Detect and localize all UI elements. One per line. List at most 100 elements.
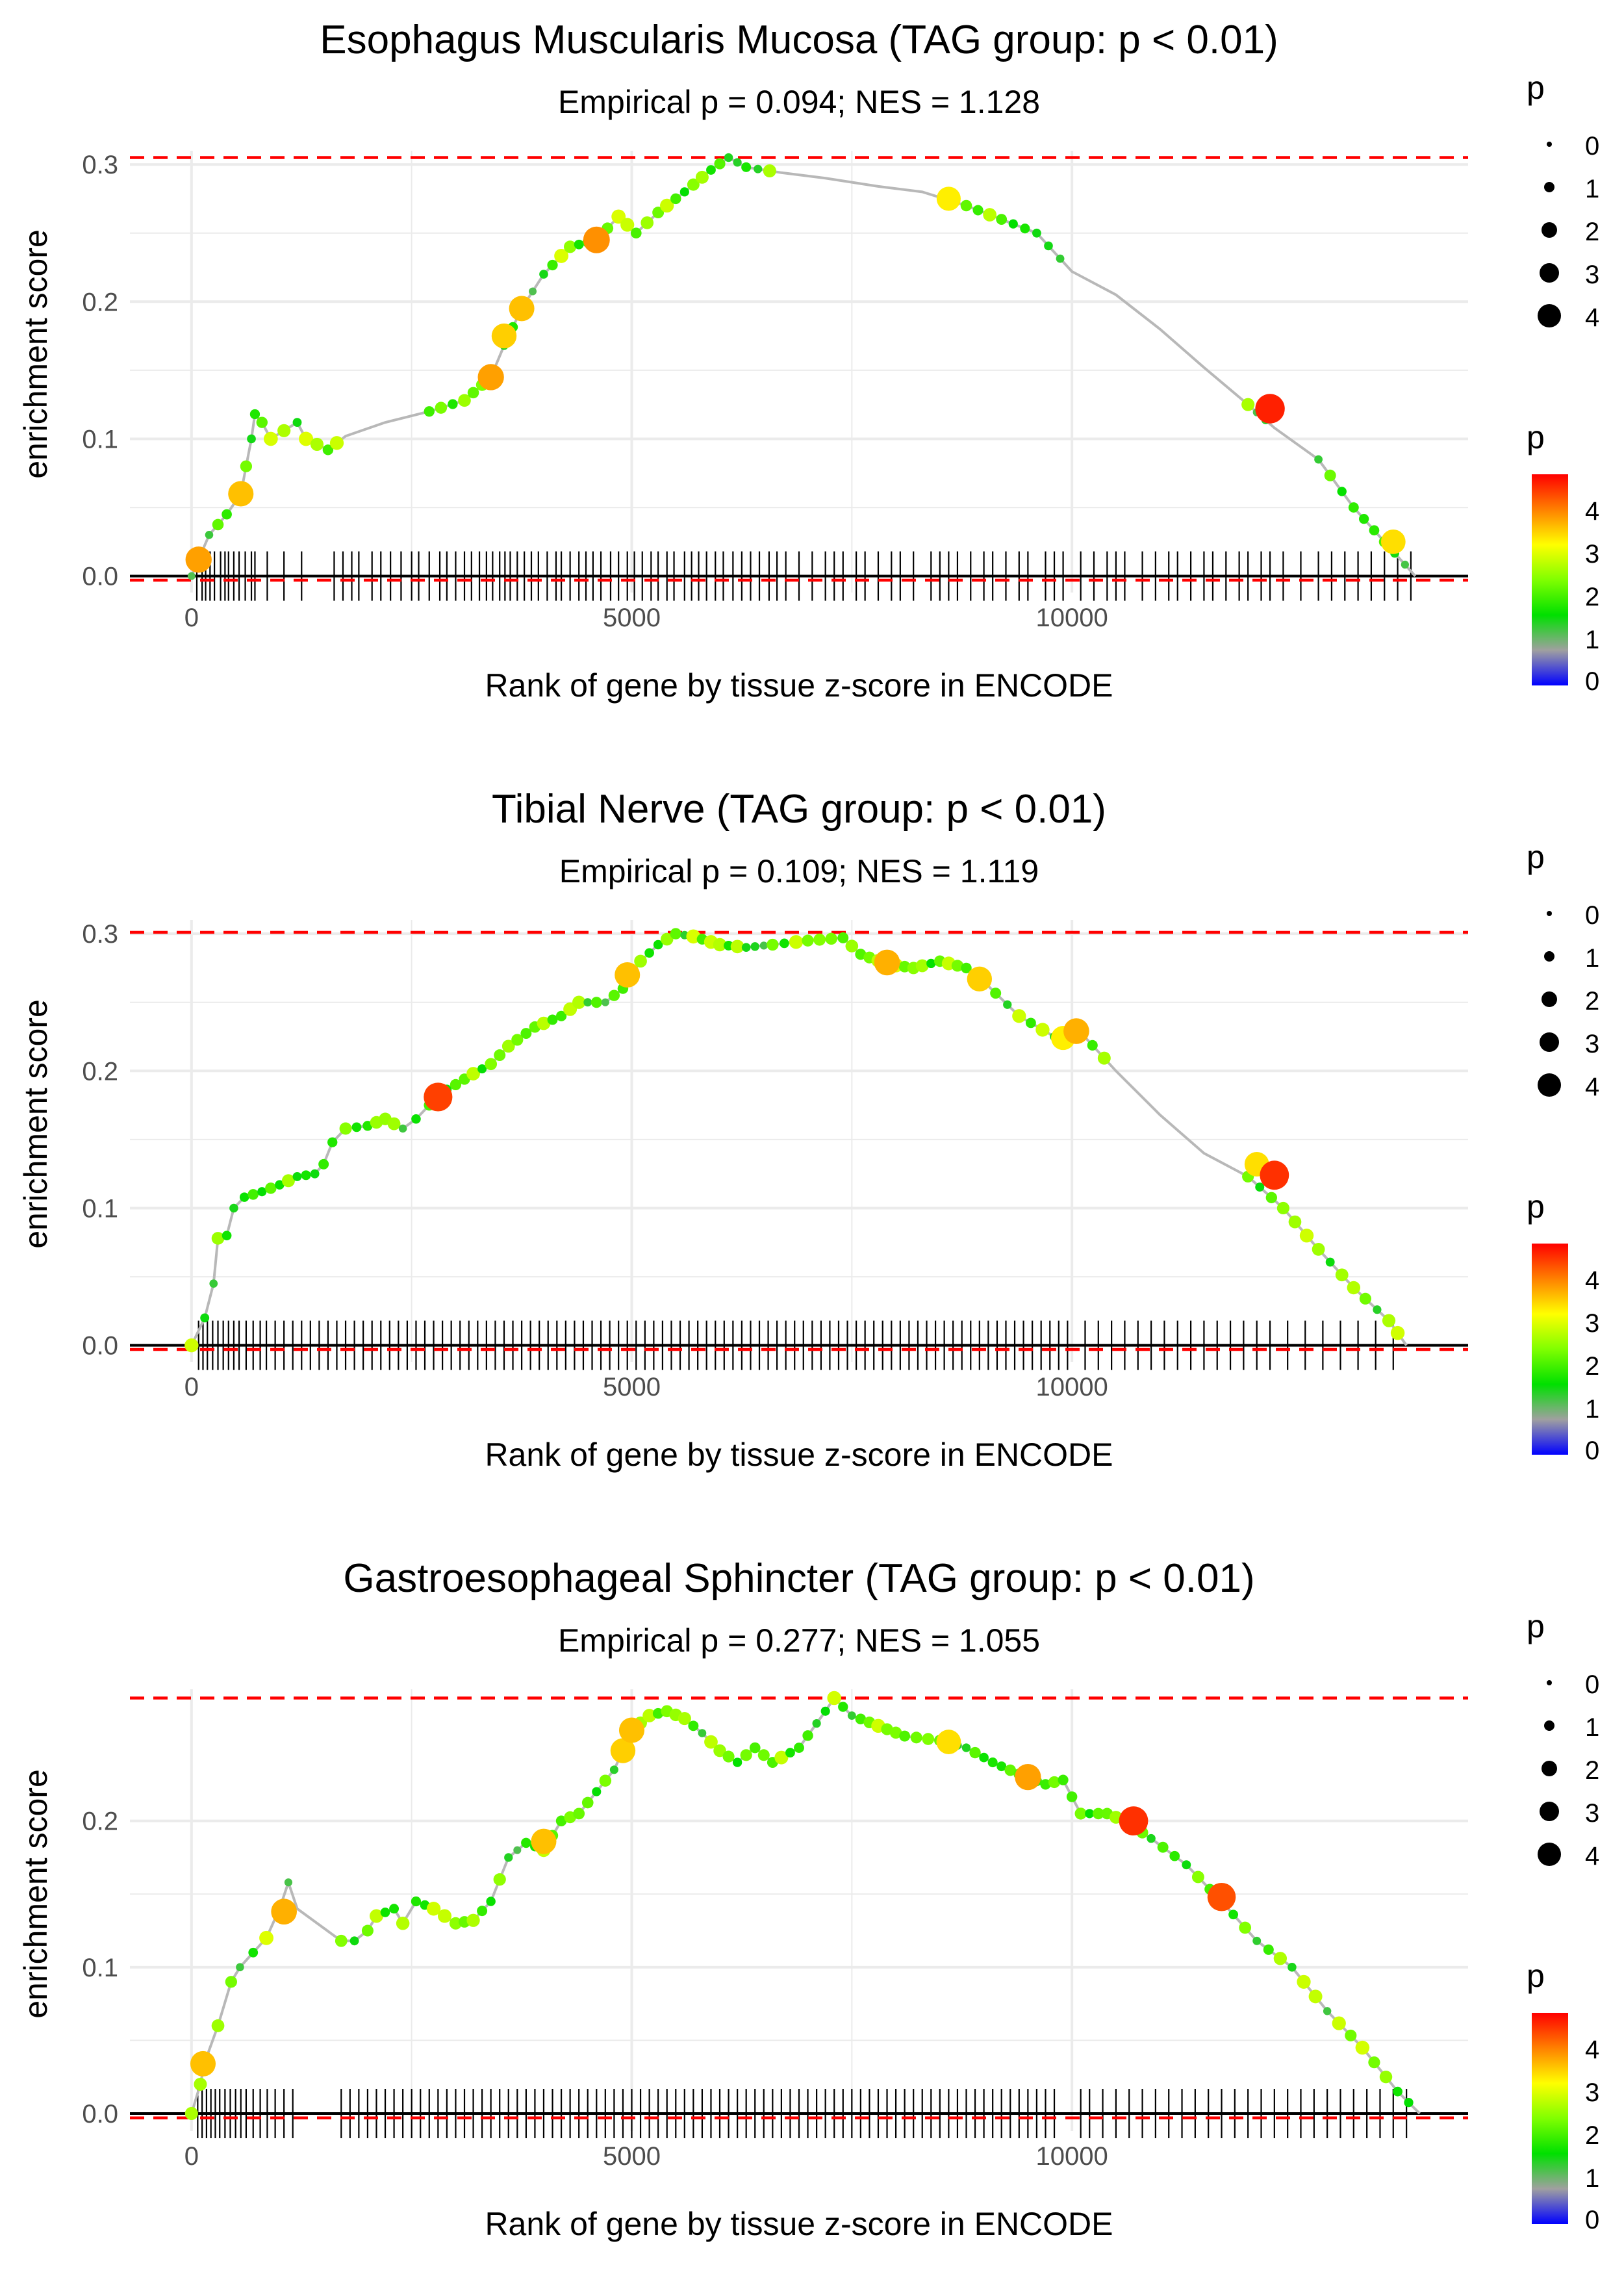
es-curve — [190, 156, 1417, 577]
x-axis-label: Rank of gene by tissue z-score in ENCODE — [485, 1437, 1113, 1473]
es-point — [611, 209, 626, 224]
es-point — [435, 402, 448, 414]
y-tick-label: 0.0 — [82, 1332, 118, 1361]
es-point — [996, 1761, 1007, 1772]
x-axis-label: Rank of gene by tissue z-score in ENCODE — [485, 667, 1113, 704]
es-point — [424, 406, 435, 417]
es-point — [642, 1709, 656, 1722]
y-tick-label: 0.1 — [82, 1194, 118, 1223]
color-legend-title: p — [1527, 419, 1545, 455]
size-legend-label-2: 2 — [1585, 218, 1599, 246]
color-legend-label-1: 1 — [1585, 2164, 1599, 2193]
es-point — [1263, 1944, 1274, 1955]
es-point — [275, 1180, 285, 1190]
es-point — [1085, 1809, 1095, 1819]
es-point — [520, 1028, 532, 1040]
es-point — [969, 1746, 981, 1759]
color-legend-label-4: 4 — [1585, 497, 1599, 526]
es-point — [547, 1014, 558, 1025]
es-point — [555, 1010, 567, 1021]
es-point — [1239, 1921, 1252, 1934]
size-legend: p 0 1 2 3 4 — [1527, 839, 1599, 1101]
es-point — [301, 1170, 311, 1181]
es-point — [1359, 1292, 1371, 1305]
size-legend-dot-3 — [1540, 263, 1559, 283]
size-legend-dot-1 — [1544, 182, 1554, 192]
chart-subtitle: Empirical p = 0.109; NES = 1.119 — [559, 853, 1039, 889]
x-tick-label: 5000 — [603, 604, 661, 632]
es-point — [780, 938, 789, 949]
es-point — [222, 509, 232, 520]
es-point — [555, 1815, 567, 1826]
chart-title: Esophagus Muscularis Mucosa (TAG group: … — [320, 18, 1278, 62]
color-legend-label-3: 3 — [1585, 2078, 1599, 2107]
es-point — [813, 933, 826, 946]
es-point — [211, 2019, 225, 2032]
es-point — [1312, 1242, 1325, 1256]
es-point — [1332, 2016, 1346, 2030]
es-point — [547, 259, 558, 271]
es-point — [838, 1702, 848, 1712]
es-point — [501, 1040, 515, 1053]
color-legend-label-3: 3 — [1585, 1309, 1599, 1338]
es-point — [1265, 1192, 1278, 1203]
es-point — [396, 1917, 410, 1930]
es-point — [837, 932, 849, 943]
size-legend-title: p — [1527, 839, 1545, 875]
es-point — [713, 1744, 726, 1757]
y-tick-label: 0.3 — [82, 920, 118, 949]
es-point — [961, 1743, 971, 1752]
es-point — [539, 270, 548, 279]
es-highlight-point — [424, 1082, 453, 1112]
es-point — [511, 1034, 524, 1046]
es-highlight-point — [936, 1730, 961, 1754]
y-axis-label: enrichment score — [18, 999, 54, 1249]
es-point — [802, 1730, 813, 1741]
es-point — [1393, 2086, 1402, 2097]
y-tick-label: 0.0 — [82, 2100, 118, 2128]
y-tick-label: 0.1 — [82, 425, 118, 454]
es-point — [194, 2077, 207, 2091]
es-point — [1345, 2029, 1357, 2041]
es-point — [247, 1189, 259, 1200]
color-legend-title: p — [1527, 1188, 1545, 1225]
es-point — [339, 1122, 352, 1135]
size-legend-label-0: 0 — [1585, 132, 1599, 160]
panel-tibial-nerve: Tibial Nerve (TAG group: p < 0.01) Empir… — [18, 787, 1599, 1473]
es-point — [592, 1787, 602, 1796]
color-legend-title: p — [1527, 1958, 1545, 1994]
color-legend: p 4 3 2 1 0 — [1527, 1958, 1599, 2234]
es-point — [449, 1917, 463, 1930]
es-highlight-point — [1119, 1806, 1148, 1836]
y-tick-label: 0.2 — [82, 1808, 118, 1836]
color-legend: p 4 3 2 1 0 — [1527, 419, 1599, 696]
es-point — [1044, 241, 1053, 251]
es-point — [583, 998, 592, 1007]
es-point — [1087, 1040, 1098, 1051]
es-point — [789, 935, 804, 949]
size-legend-dot-1 — [1544, 1720, 1554, 1731]
es-point — [1382, 1314, 1396, 1327]
x-tick-label: 0 — [184, 604, 199, 632]
es-point — [1252, 1936, 1262, 1945]
es-point — [184, 1338, 199, 1353]
size-legend-dot-2 — [1542, 1761, 1557, 1776]
es-point — [951, 960, 964, 972]
es-point — [899, 1730, 911, 1742]
es-point — [249, 409, 260, 420]
size-legend-label-1: 1 — [1585, 944, 1599, 973]
size-legend: p 0 1 2 3 4 — [1527, 70, 1599, 332]
es-point — [1035, 1023, 1050, 1037]
es-point — [1040, 1779, 1051, 1790]
es-point — [387, 1117, 401, 1131]
es-point — [573, 1808, 585, 1820]
es-point — [513, 1846, 522, 1854]
es-point — [1335, 1268, 1349, 1282]
es-point — [486, 1897, 496, 1906]
es-point — [477, 1064, 487, 1074]
es-point — [211, 1232, 225, 1245]
es-point — [855, 949, 867, 960]
es-point — [713, 938, 727, 952]
es-point — [426, 1902, 441, 1916]
